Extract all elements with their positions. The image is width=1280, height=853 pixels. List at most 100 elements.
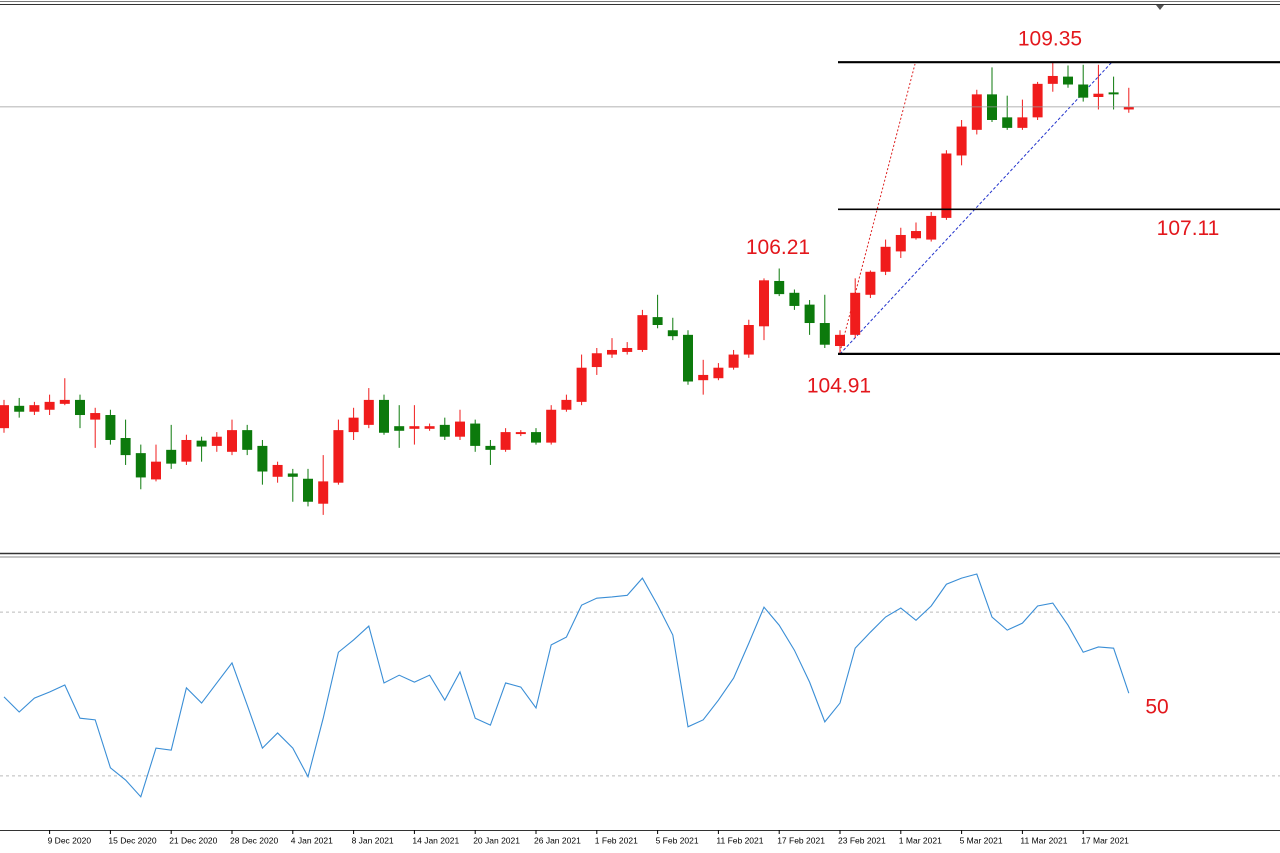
candle-body: [409, 426, 420, 429]
candle-body: [835, 334, 845, 347]
candle-body: [166, 449, 177, 464]
x-tick-label: 1 Feb 2021: [595, 835, 638, 845]
x-tick-label: 11 Mar 2021: [1020, 835, 1067, 845]
candle-body: [181, 439, 192, 462]
x-tick-label: 26 Jan 2021: [534, 835, 581, 845]
candle-body: [14, 405, 25, 412]
candle-body: [1108, 92, 1119, 95]
candle-body: [1093, 93, 1104, 97]
candle-body: [652, 317, 663, 325]
shift-marker: [1156, 5, 1164, 10]
candle-body: [546, 409, 557, 443]
x-tick-label: 11 Feb 2021: [716, 835, 763, 845]
x-tick-label: 1 Mar 2021: [899, 835, 942, 845]
candle-body: [500, 432, 511, 450]
candle-body: [211, 436, 222, 446]
candle-body: [1002, 117, 1013, 128]
candle-body: [75, 399, 85, 416]
candle-body: [439, 424, 450, 437]
candle-body: [1032, 83, 1043, 118]
candle-body: [379, 399, 389, 433]
x-tick-label: 15 Dec 2020: [108, 835, 156, 845]
level-label: 109.35: [1018, 28, 1082, 51]
candle-body: [1123, 106, 1134, 110]
candle-body: [363, 399, 374, 425]
x-tick-label: 17 Mar 2021: [1081, 835, 1129, 845]
x-tick-label: 8 Jan 2021: [352, 835, 394, 845]
candle-body: [90, 413, 101, 420]
candle-body: [1078, 84, 1089, 98]
x-tick-label: 28 Dec 2020: [230, 835, 278, 845]
candle-body: [759, 280, 769, 327]
x-tick-label: 5 Feb 2021: [656, 835, 699, 845]
candle-body: [318, 481, 329, 504]
candle-body: [333, 430, 344, 483]
candle-body: [485, 445, 496, 450]
candle-body: [698, 374, 709, 381]
x-tick-label: 20 Jan 2021: [473, 835, 520, 845]
candle-body: [272, 464, 283, 477]
candle-body: [257, 445, 268, 472]
candle-body: [120, 438, 131, 456]
candle-body: [151, 461, 161, 480]
candle-body: [819, 323, 830, 345]
x-tick-label: 5 Mar 2021: [960, 835, 1003, 845]
candle-body: [789, 292, 800, 306]
candle-body: [29, 405, 40, 412]
candle-body: [576, 367, 587, 402]
candle-body: [303, 478, 313, 502]
candle-body: [515, 432, 526, 435]
candle-body: [637, 315, 648, 350]
candle-body: [424, 426, 435, 429]
x-tick-label: 9 Dec 2020: [48, 835, 92, 845]
x-tick-label: 4 Jan 2021: [291, 835, 333, 845]
candle-body: [135, 453, 146, 478]
candle-body: [607, 349, 617, 355]
candle-body: [531, 432, 541, 443]
candle-body: [743, 324, 754, 355]
candle-body: [683, 334, 693, 382]
candle-body: [880, 246, 891, 272]
candle-body: [455, 421, 465, 437]
candle-body: [0, 405, 9, 429]
candle-body: [774, 280, 785, 295]
trend-line: [839, 61, 1113, 355]
candle-body: [895, 234, 906, 252]
candle-body: [1017, 117, 1028, 128]
candle-body: [956, 126, 967, 156]
candle-body: [804, 304, 815, 324]
x-tick-label: 14 Jan 2021: [412, 835, 459, 845]
candle-body: [44, 401, 55, 410]
candle-body: [1047, 75, 1058, 84]
level-label: 107.11: [1157, 217, 1220, 240]
candle-body: [713, 367, 724, 379]
level-label: 104.91: [807, 374, 871, 397]
rsi-line: [3, 573, 1130, 798]
candle-body: [850, 292, 861, 335]
candle-body: [728, 354, 739, 368]
candle-body: [59, 399, 70, 404]
candle-body: [242, 430, 253, 450]
candle-body: [287, 473, 298, 477]
candle-body: [591, 353, 602, 368]
candle-body: [105, 415, 116, 440]
candle-body: [941, 153, 952, 218]
candle-body: [561, 399, 572, 410]
annotation: 106.21: [746, 236, 810, 259]
x-tick-label: 21 Dec 2020: [169, 835, 217, 845]
candle-body: [394, 426, 405, 431]
candle-body: [667, 330, 678, 337]
candle-body: [926, 215, 937, 240]
candle-body: [348, 417, 359, 433]
candle-body: [622, 347, 633, 352]
candle-body: [196, 440, 207, 447]
candle-body: [865, 271, 876, 295]
candle-body: [470, 423, 481, 446]
candle-body: [911, 231, 921, 239]
annotation: 50: [1145, 696, 1168, 719]
candle-body: [971, 94, 982, 130]
x-tick-label: 23 Feb 2021: [838, 835, 886, 845]
candle-body: [227, 430, 237, 452]
candle-body: [1063, 76, 1073, 85]
x-tick-label: 17 Feb 2021: [777, 835, 825, 845]
